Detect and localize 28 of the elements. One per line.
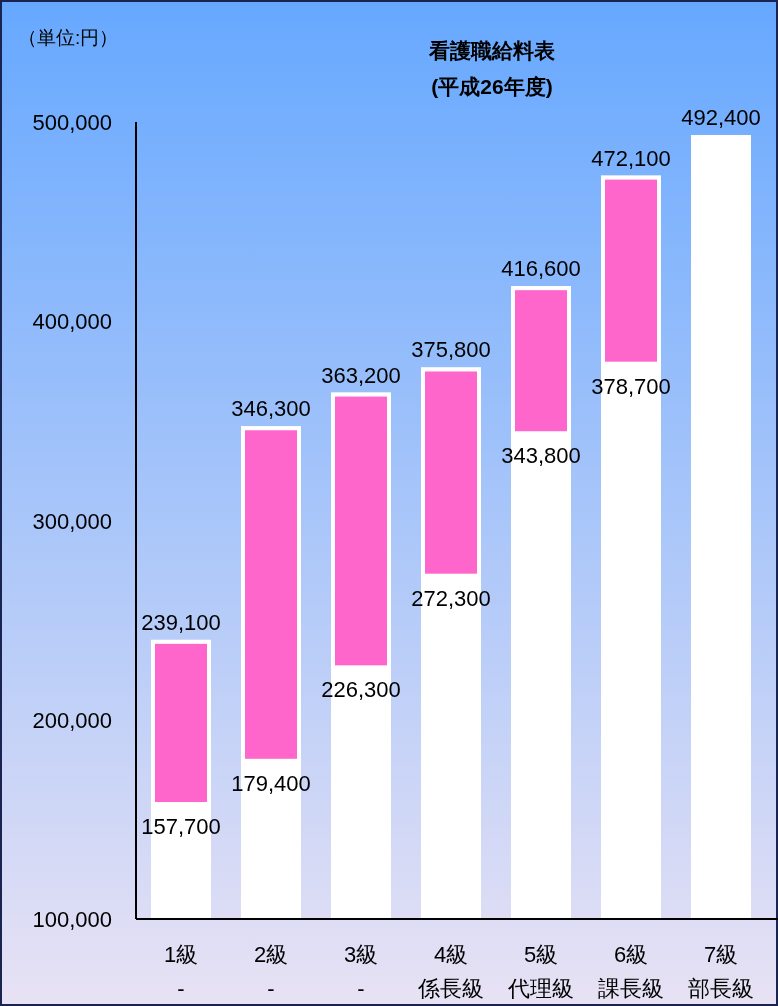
y-tick-label: 100,000 xyxy=(32,907,112,932)
y-tick-label: 300,000 xyxy=(32,508,112,534)
x-tick-label: 3級- xyxy=(343,942,379,1001)
x-tick-label: 2級- xyxy=(253,942,289,1001)
annotation: 346,300 xyxy=(231,396,311,422)
chart-title: 看護職給料表 xyxy=(428,39,555,62)
x-tick-label: 6級課長級 xyxy=(598,942,664,1001)
annotation: 378,700 xyxy=(591,373,671,399)
annotation: 472,100 xyxy=(591,145,671,171)
chart-subtitle: (平成26年度) xyxy=(431,75,553,98)
text: （単位:円） xyxy=(18,27,119,48)
annotation: 272,300 xyxy=(411,585,491,611)
annotation: 239,100 xyxy=(141,609,221,635)
y-tick-label: 400,000 xyxy=(32,309,112,335)
annotation: 343,800 xyxy=(501,443,581,469)
annotation: 226,300 xyxy=(321,677,401,703)
x-tick-label: 1級- xyxy=(163,942,199,1001)
y-tick-label: 500,000 xyxy=(32,110,112,135)
y-tick-label: 200,000 xyxy=(32,707,112,733)
annotation: 157,700 xyxy=(141,814,221,840)
annotation: 179,400 xyxy=(231,770,311,796)
annotation: 363,200 xyxy=(321,362,401,388)
x-tick-label: 7級部長級 xyxy=(688,942,754,1001)
annotation: 375,800 xyxy=(411,337,491,363)
annotation: 492,400 xyxy=(681,105,761,131)
annotation: 416,600 xyxy=(501,256,581,282)
x-tick-label: 4級係長級 xyxy=(417,942,484,1001)
x-tick-label: 5級代理級 xyxy=(507,942,574,1001)
